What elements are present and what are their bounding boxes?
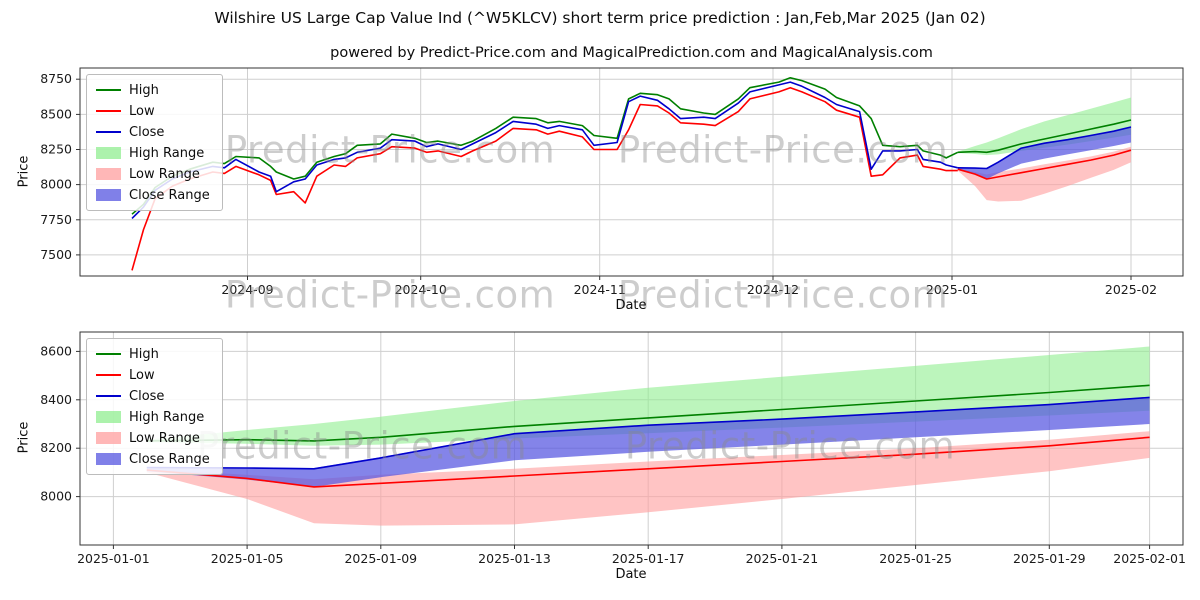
watermark-text: Predict-Price.com (624, 424, 956, 468)
legend-entry-low-range: Low Range (96, 430, 210, 446)
legend-label: Low (129, 103, 155, 119)
x-tick-label: 2024-11 (574, 282, 626, 297)
predicted-high-line (146, 384, 1150, 442)
legend-label: High (129, 346, 159, 362)
low-range-swatch (96, 432, 121, 444)
x-tick-label: 2025-02-01 (1113, 551, 1186, 566)
x-tick-label: 2025-01-25 (879, 551, 952, 566)
legend-label: Low Range (129, 166, 200, 182)
y-tick-label: 8750 (40, 71, 72, 86)
x-tick-label: 2024-12 (747, 282, 799, 297)
legend-entry-high-range: High Range (96, 145, 210, 161)
legend-entry-low: Low (96, 103, 210, 119)
y-tick-label: 8500 (40, 106, 72, 121)
history-high-line (131, 77, 959, 215)
predicted-close-line (957, 126, 1132, 170)
bottom-x-axis-label: Date (615, 567, 647, 582)
y-tick-label: 8600 (40, 343, 72, 358)
predicted-high-line (957, 119, 1132, 154)
y-tick-label: 8400 (40, 392, 72, 407)
x-tick-label: 2025-01-05 (211, 551, 284, 566)
x-tick-label: 2024-09 (221, 282, 273, 297)
bottom-chart-legend: High Low Close High Range Low Range Clos… (86, 338, 223, 475)
legend-entry-high: High (96, 346, 210, 362)
legend-entry-low: Low (96, 367, 210, 383)
top-y-axis-label: Price (16, 155, 32, 188)
y-tick-label: 8000 (40, 489, 72, 504)
powered-by-subtitle: powered by Predict-Price.com and Magical… (330, 45, 933, 61)
x-tick-label: 2025-01-29 (1013, 551, 1086, 566)
legend-label: Close (129, 388, 165, 404)
legend-entry-high: High (96, 82, 210, 98)
legend-entry-close: Close (96, 124, 210, 140)
top-chart: 2024-09 2024-10 2024-11 2024-12 2025-01 2025-… (40, 67, 1184, 297)
x-tick-label: 2024-10 (395, 282, 447, 297)
x-tick-label: 2025-01-21 (746, 551, 819, 566)
high-line-swatch (96, 352, 121, 356)
history-low-line (131, 86, 958, 271)
watermark-text: Predict-Price.com (617, 128, 949, 172)
predicted-close-line (146, 396, 1150, 470)
x-tick-label: 2025-01-13 (478, 551, 551, 566)
legend-label: Close (129, 124, 165, 140)
legend-label: Low (129, 367, 155, 383)
legend-label: High (129, 82, 159, 98)
legend-entry-low-range: Low Range (96, 166, 210, 182)
bottom-chart: 2025-01-01 2025-01-05 2025-01-09 2025-01-13… (40, 331, 1186, 566)
legend-entry-close: Close (96, 388, 210, 404)
predicted-low-line (146, 436, 1150, 488)
legend-label: High Range (129, 409, 205, 425)
plot-border (79, 67, 1184, 277)
y-tick-label: 8200 (40, 440, 72, 455)
legend-label: Close Range (129, 187, 210, 203)
y-tick-label: 7500 (40, 247, 72, 262)
x-tick-label: 2025-01-09 (344, 551, 417, 566)
high-range-swatch (96, 147, 121, 159)
legend-label: Low Range (129, 430, 200, 446)
history-close-line (131, 81, 958, 219)
watermark-text: Predict-Price.com (224, 273, 556, 317)
bottom-y-axis-label: Price (16, 421, 32, 454)
top-x-axis-label: Date (615, 298, 647, 313)
legend-entry-close-range: Close Range (96, 451, 210, 467)
low-range-swatch (96, 168, 121, 180)
legend-entry-high-range: High Range (96, 409, 210, 425)
predicted-low-line (957, 149, 1132, 180)
x-tick-label: 2025-01 (926, 282, 978, 297)
close-range-band (146, 396, 1150, 487)
close-range-swatch (96, 453, 121, 465)
low-line-swatch (96, 109, 121, 113)
x-tick-label: 2025-01-01 (77, 551, 150, 566)
plot-border (79, 331, 1184, 546)
high-range-swatch (96, 411, 121, 423)
close-range-swatch (96, 189, 121, 201)
y-tick-label: 8250 (40, 142, 72, 157)
close-range-band (957, 126, 1131, 179)
figure-title: Wilshire US Large Cap Value Ind (^W5KLCV… (214, 9, 986, 27)
close-line-swatch (96, 130, 121, 134)
close-line-swatch (96, 394, 121, 398)
legend-label: High Range (129, 145, 205, 161)
x-tick-label: 2025-02 (1105, 282, 1157, 297)
y-tick-label: 7750 (40, 212, 72, 227)
watermark-text: Predict-Price.com (196, 424, 528, 468)
legend-label: Close Range (129, 451, 210, 467)
high-line-swatch (96, 88, 121, 92)
legend-entry-close-range: Close Range (96, 187, 210, 203)
y-tick-label: 8000 (40, 177, 72, 192)
x-tick-label: 2025-01-17 (612, 551, 685, 566)
top-chart-legend: High Low Close High Range Low Range Clos… (86, 74, 223, 211)
low-line-swatch (96, 373, 121, 377)
watermark-text: Predict-Price.com (617, 273, 949, 317)
watermark-text: Predict-Price.com (224, 128, 556, 172)
